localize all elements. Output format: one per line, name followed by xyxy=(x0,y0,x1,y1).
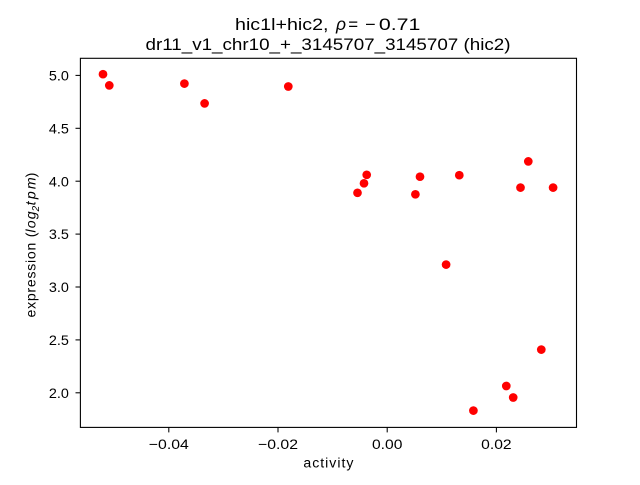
svg-text:0.02: 0.02 xyxy=(481,436,512,452)
svg-text:2: 2 xyxy=(31,205,42,212)
svg-text:2.0: 2.0 xyxy=(49,385,69,401)
svg-text:−0.04: −0.04 xyxy=(149,436,189,452)
svg-text:dr11_v1_chr10_+_3145707_314570: dr11_v1_chr10_+_3145707_3145707 (hic2) xyxy=(146,35,511,54)
svg-text:activity: activity xyxy=(303,455,354,471)
svg-text:ρ: ρ xyxy=(335,14,346,34)
svg-text:4.0: 4.0 xyxy=(49,173,69,189)
svg-text:0.71: 0.71 xyxy=(379,15,421,34)
svg-text:expression (: expression ( xyxy=(23,232,39,317)
svg-text:3.0: 3.0 xyxy=(49,279,69,295)
svg-text:0.00: 0.00 xyxy=(372,436,403,452)
svg-text:2.5: 2.5 xyxy=(49,332,69,348)
svg-text:): ) xyxy=(23,173,39,178)
svg-text:=: = xyxy=(348,15,358,34)
svg-text:−: − xyxy=(365,15,376,34)
svg-text:5.0: 5.0 xyxy=(49,68,69,84)
svg-text:−0.02: −0.02 xyxy=(258,436,298,452)
svg-text:3.5: 3.5 xyxy=(49,226,69,242)
svg-text:log: log xyxy=(23,211,39,232)
svg-text:hic1l+hic2,: hic1l+hic2, xyxy=(235,15,329,34)
svg-text:4.5: 4.5 xyxy=(49,120,69,136)
